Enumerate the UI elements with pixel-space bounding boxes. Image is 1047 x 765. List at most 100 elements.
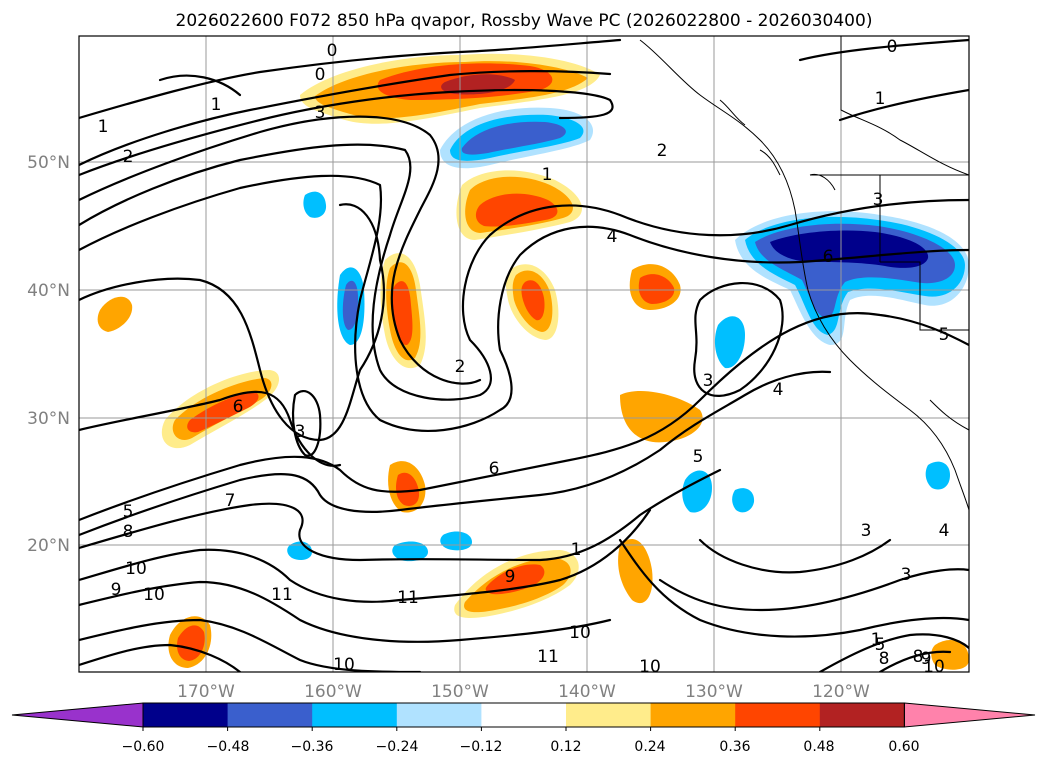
positive-anomaly-region: [97, 296, 133, 332]
negative-anomaly-region: [732, 488, 755, 513]
contour-label: 8: [879, 649, 890, 669]
contour-label: 3: [901, 565, 912, 585]
contour-label: 11: [537, 647, 559, 667]
contour-label: 3: [315, 103, 326, 123]
colorbar-segment: [481, 703, 567, 727]
contour-label: 6: [489, 459, 500, 479]
positive-anomaly-region: [187, 392, 259, 433]
contour-label: 3: [295, 422, 306, 442]
positive-anomaly-region: [396, 472, 420, 506]
negative-anomaly-region: [925, 461, 950, 490]
positive-anomaly-region: [618, 539, 653, 604]
negative-anomaly-region: [440, 531, 472, 551]
anomaly-shading: [97, 53, 969, 670]
colorbar-segment: [819, 703, 905, 727]
colorbar-segment: [227, 703, 313, 727]
negative-anomaly-region: [770, 230, 929, 268]
contour-lines: [79, 38, 969, 672]
contour-label: 11: [397, 588, 419, 608]
colorbar: [11, 702, 1036, 731]
contour-label: 3: [873, 190, 884, 210]
contour-label: 2: [123, 147, 134, 167]
contour-label: 9: [921, 649, 932, 669]
coastline: [639, 36, 969, 511]
latitude-label: 20°N: [27, 536, 70, 556]
contour-label: 11: [271, 585, 293, 605]
negative-anomaly-region: [682, 470, 712, 513]
contour-label: 0: [315, 65, 326, 85]
negative-anomaly-region: [342, 280, 358, 330]
contour-label: 4: [773, 380, 784, 400]
positive-anomaly-region: [620, 390, 703, 443]
colorbar-extend-left: [11, 702, 144, 728]
longitude-label: 170°W: [177, 682, 235, 702]
colorbar-segment: [396, 703, 482, 727]
colorbar-tick-label: −0.60: [122, 739, 165, 755]
contour-label: 10: [143, 585, 165, 605]
contour-label: 10: [923, 657, 945, 677]
contour-label: 0: [327, 41, 338, 61]
contour-label: 9: [505, 567, 516, 587]
contour-label: 5: [693, 447, 704, 467]
contour-label: 8: [913, 647, 924, 667]
positive-anomaly-region: [475, 193, 558, 227]
colorbar-tick-label: 0.12: [550, 739, 581, 755]
contour-label: 5: [875, 635, 886, 655]
colorbar-segment: [650, 703, 736, 727]
contour-labels: 0 0 0 1 1 1 1 2 2 2 3 3 3 3 3 3 4 4 4 5 …: [98, 37, 950, 677]
contour-label: 10: [569, 623, 591, 643]
contour-label: 4: [607, 227, 618, 247]
colorbar-frame: [142, 702, 905, 728]
latitude-label: 30°N: [27, 409, 70, 429]
map-frame: [78, 35, 970, 673]
negative-anomaly-region: [714, 316, 745, 369]
colorbar-tick-label: −0.24: [376, 739, 419, 755]
negative-anomaly-region: [461, 121, 566, 155]
positive-anomaly-region: [638, 274, 675, 304]
contour-label: 1: [875, 89, 886, 109]
contour-label: 6: [823, 247, 834, 267]
graticule: [79, 36, 969, 672]
contour-label: 8: [123, 522, 134, 542]
colorbar-tick-label: −0.12: [460, 739, 503, 755]
contour-label: 4: [939, 521, 950, 541]
longitude-label: 140°W: [558, 682, 616, 702]
latitude-label: 40°N: [27, 281, 70, 301]
contour-label: 1: [98, 117, 109, 137]
colorbar-tick-label: 0.36: [719, 739, 750, 755]
negative-anomaly-region: [303, 191, 327, 218]
contour-label: 10: [125, 559, 147, 579]
positive-anomaly-region: [177, 625, 205, 661]
contour-label: 5: [123, 502, 134, 522]
colorbar-segment: [566, 703, 652, 727]
contour-label: 1: [871, 630, 882, 650]
contour-label: 3: [703, 371, 714, 391]
contour-label: 7: [225, 491, 236, 511]
longitude-label: 130°W: [685, 682, 743, 702]
contour-label: 1: [571, 540, 582, 560]
contour-label: 2: [657, 141, 668, 161]
latitude-labels: 50°N 40°N 30°N 20°N: [27, 153, 70, 556]
longitude-label: 150°W: [431, 682, 489, 702]
longitude-label: 160°W: [304, 682, 362, 702]
longitude-label: 120°W: [812, 682, 870, 702]
colorbar-tick-label: −0.48: [207, 739, 250, 755]
contour-label: 10: [639, 657, 661, 677]
colorbar-segment: [312, 703, 398, 727]
contour-label: 5: [939, 325, 950, 345]
map-title: 2026022600 F072 850 hPa qvapor, Rossby W…: [176, 11, 873, 31]
contour-label: 1: [542, 165, 553, 185]
contour-label: 2: [455, 357, 466, 377]
contour-label: 3: [861, 521, 872, 541]
contour-label: 10: [333, 655, 355, 675]
colorbar-labels: −0.60 −0.48 −0.36 −0.24 −0.12 0.12 0.24 …: [122, 739, 920, 755]
contour-label: 9: [111, 580, 122, 600]
colorbar-tick-label: 0.60: [888, 739, 919, 755]
contour-label: 1: [211, 95, 222, 115]
longitude-labels: 170°W 160°W 150°W 140°W 130°W 120°W: [177, 682, 870, 702]
colorbar-tick-label: 0.24: [634, 739, 665, 755]
contour-label: 6: [233, 397, 244, 417]
colorbar-tick-label: 0.48: [803, 739, 834, 755]
colorbar-extend-right: [903, 702, 1036, 728]
